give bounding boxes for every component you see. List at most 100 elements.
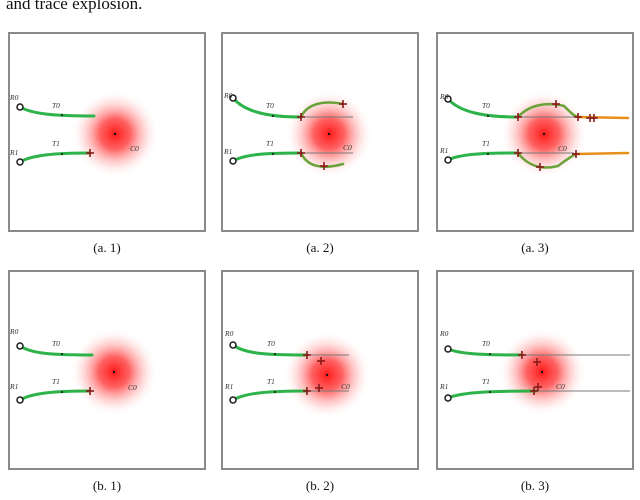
panel-b3: R0 R1 T0 T1 C0 [436,270,634,470]
label-r-bottom: R1 [223,147,232,156]
branch-orange-bottom [574,151,630,156]
panel-a3: R0 R1 T0 T1 C0 [436,32,634,232]
label-t-bottom: T1 [482,139,490,148]
robot-top-dot [444,345,452,353]
cross-marker [320,162,328,170]
panel-a2-figure: R0 R1 T0 T1 C0 [223,90,373,178]
cross-marker [86,387,94,395]
label-c: C0 [128,383,137,392]
label-c: C0 [556,382,565,391]
waypoint-bottom [61,153,63,155]
caption-b3: (b. 3) [520,478,550,493]
trajectory-top [18,344,94,357]
panel-b3-figure: R0 R1 T0 T1 C0 [439,328,630,416]
cross-marker [514,149,522,157]
label-r-top: R0 [10,93,19,102]
label-r-top: R0 [224,329,234,338]
robot-top-dot [16,103,24,111]
field-center [112,370,116,374]
cross-marker [552,100,560,108]
trajectory-top [446,97,520,119]
waypoint-top [274,353,276,355]
header-text: and trace explosion. [6,0,143,13]
trajectory-top [231,343,309,357]
cross-marker [317,357,325,365]
cross-marker [518,351,526,359]
branch-top [299,101,345,119]
label-t-bottom: T1 [52,377,60,386]
caption-a3: (a. 3) [521,240,549,255]
label-r-bottom: R1 [10,148,18,157]
robot-top-dot [229,94,237,102]
field-center [540,370,544,374]
waypoint-bottom [61,391,63,393]
label-r-bottom: R1 [10,382,18,391]
trajectory-top [18,105,96,118]
label-r-top: R0 [439,329,449,338]
waypoint-top [61,353,63,355]
label-r-top: R0 [10,327,19,336]
trajectory-top [446,347,524,357]
panel-a1: R0 R1 T0 T1 C0 [8,32,206,232]
label-t-top: T0 [482,101,490,110]
cross-marker [590,114,598,122]
label-c: C0 [343,143,352,152]
cross-marker [315,384,323,392]
trajectory-bottom [446,151,520,162]
cross-marker [86,149,94,157]
cross-marker [530,387,538,395]
robot-bottom-dot [444,394,452,402]
field-center [113,132,117,136]
label-r-bottom: R1 [439,382,448,391]
cross-marker [536,163,544,171]
cross-marker [534,383,542,391]
waypoint-top [61,114,63,116]
cross-marker [303,351,311,359]
trajectory-bottom [18,151,92,164]
branch-bottom [516,151,578,169]
label-r-top: R0 [439,92,449,101]
label-t-bottom: T1 [267,377,275,386]
field-center [542,132,546,136]
trajectory-bottom [231,389,309,402]
branch-bottom [299,151,345,168]
panel-a1-figure: R0 R1 T0 T1 C0 [10,90,159,178]
field-center [325,373,329,377]
caption-b1: (b. 1) [92,478,122,493]
robot-bottom-dot [16,158,24,166]
label-t-bottom: T1 [482,377,490,386]
waypoint-top [272,115,274,117]
label-t-bottom: T1 [52,139,60,148]
robot-top-dot [229,341,237,349]
label-r-top: R0 [223,91,233,100]
waypoint-bottom [272,153,274,155]
panel-b2-figure: R0 R1 T0 T1 C0 [224,329,371,419]
cross-marker [574,113,582,121]
trajectory-bottom [18,389,92,402]
panel-a2: R0 R1 T0 T1 C0 [221,32,419,232]
waypoint-top [487,115,489,117]
label-t-bottom: T1 [266,139,274,148]
cross-marker [297,113,305,121]
panel-a3-figure: R0 R1 T0 T1 C0 [439,90,630,178]
robot-bottom-dot [229,157,237,165]
label-c: C0 [558,144,567,153]
waypoint-bottom [489,391,491,393]
robot-bottom-dot [229,396,237,404]
label-t-top: T0 [52,339,60,348]
label-t-top: T0 [52,101,60,110]
branch-orange-top [576,115,630,120]
label-t-top: T0 [482,339,490,348]
panel-b1-figure: R0 R1 T0 T1 C0 [10,327,158,416]
cross-marker [514,113,522,121]
cross-marker [297,149,305,157]
trajectory-bottom [231,151,303,163]
label-t-top: T0 [267,339,275,348]
label-r-bottom: R1 [439,146,448,155]
panel-b1: R0 R1 T0 T1 C0 [8,270,206,470]
cross-marker [303,387,311,395]
label-t-top: T0 [266,101,274,110]
caption-a1: (a. 1) [93,240,121,255]
caption-b2: (b. 2) [305,478,335,493]
label-c: C0 [130,144,139,153]
